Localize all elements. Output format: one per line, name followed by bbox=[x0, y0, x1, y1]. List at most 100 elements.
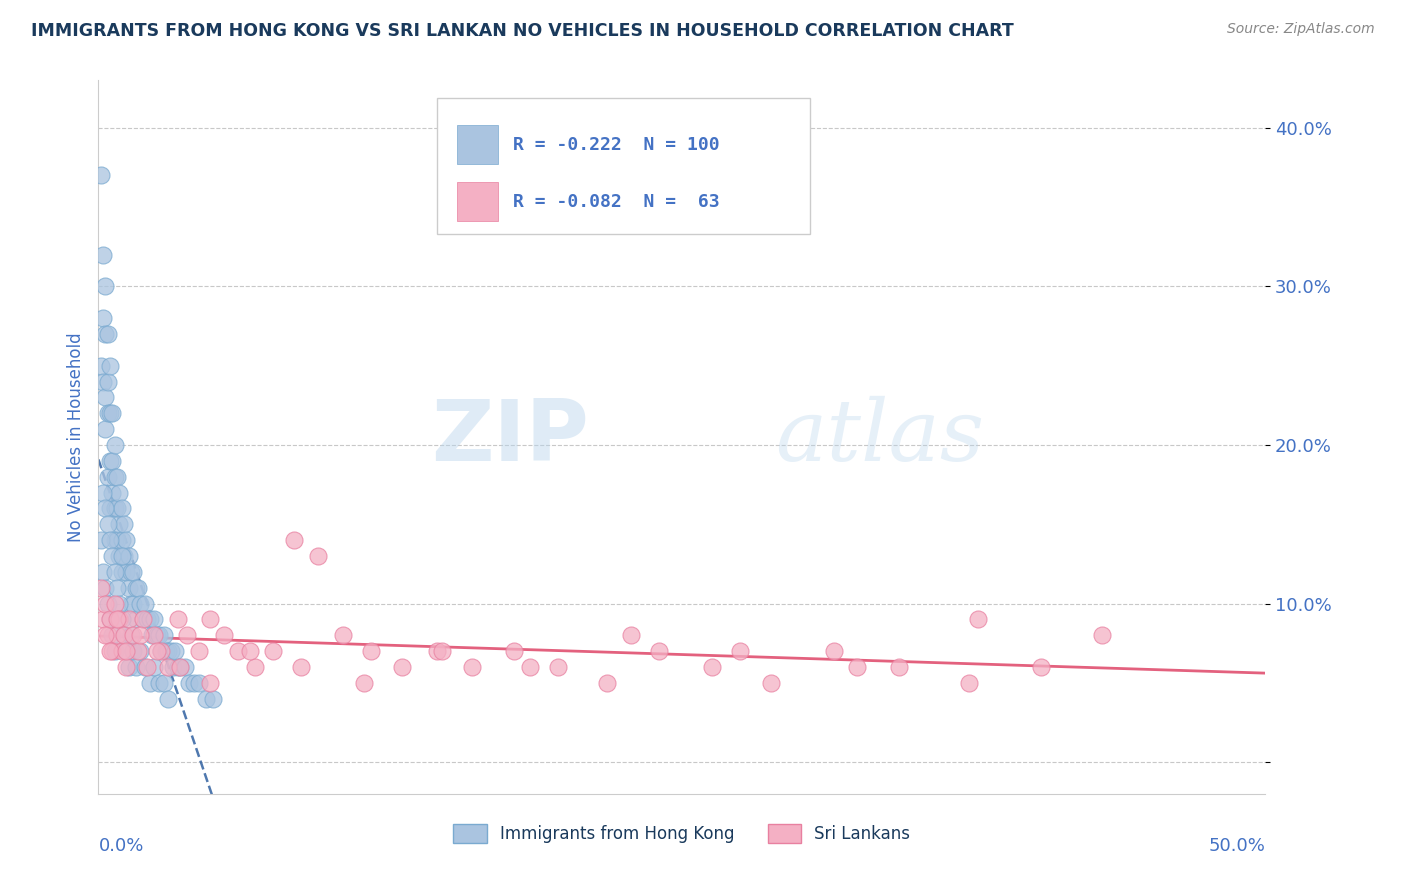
Point bbox=[187, 676, 209, 690]
Point bbox=[239, 644, 262, 658]
Point bbox=[112, 549, 135, 563]
Point bbox=[104, 438, 127, 452]
Point bbox=[157, 644, 180, 658]
Point bbox=[111, 533, 134, 548]
Point bbox=[98, 612, 121, 626]
Point bbox=[97, 406, 120, 420]
Point bbox=[90, 359, 112, 373]
Point bbox=[162, 660, 184, 674]
Point bbox=[105, 501, 128, 516]
Point bbox=[118, 660, 141, 674]
Point bbox=[97, 469, 120, 483]
Point bbox=[243, 660, 266, 674]
Point bbox=[101, 485, 124, 500]
Point bbox=[98, 501, 121, 516]
Point bbox=[94, 279, 117, 293]
Point bbox=[111, 565, 134, 579]
Point bbox=[426, 644, 449, 658]
Point bbox=[159, 644, 181, 658]
Point bbox=[141, 628, 163, 642]
Text: IMMIGRANTS FROM HONG KONG VS SRI LANKAN NO VEHICLES IN HOUSEHOLD CORRELATION CHA: IMMIGRANTS FROM HONG KONG VS SRI LANKAN … bbox=[31, 22, 1014, 40]
Point bbox=[647, 644, 669, 658]
Point bbox=[97, 517, 120, 532]
Point bbox=[887, 660, 910, 674]
Point bbox=[108, 612, 131, 626]
Point bbox=[97, 375, 120, 389]
Point bbox=[98, 454, 121, 468]
Point bbox=[150, 644, 173, 658]
Point bbox=[115, 565, 138, 579]
Point bbox=[98, 644, 121, 658]
Point bbox=[214, 628, 236, 642]
Point bbox=[90, 581, 112, 595]
Point bbox=[132, 612, 155, 626]
Point bbox=[97, 628, 120, 642]
Point bbox=[118, 549, 141, 563]
Point bbox=[104, 565, 127, 579]
Bar bbox=[457, 182, 498, 221]
Point bbox=[108, 597, 131, 611]
Point bbox=[150, 644, 173, 658]
Point bbox=[332, 628, 354, 642]
Point bbox=[91, 485, 114, 500]
Point bbox=[111, 501, 134, 516]
Bar bbox=[457, 125, 498, 164]
Point bbox=[146, 628, 169, 642]
Point bbox=[353, 676, 375, 690]
Point bbox=[183, 676, 205, 690]
Point bbox=[169, 660, 191, 674]
FancyBboxPatch shape bbox=[437, 98, 810, 234]
Point bbox=[1031, 660, 1053, 674]
Point bbox=[101, 549, 124, 563]
Point bbox=[187, 644, 209, 658]
Point bbox=[194, 691, 217, 706]
Point bbox=[307, 549, 329, 563]
Point bbox=[129, 597, 152, 611]
Point bbox=[129, 628, 152, 642]
Point bbox=[179, 676, 201, 690]
Point bbox=[125, 660, 148, 674]
Point bbox=[134, 597, 156, 611]
Point bbox=[157, 691, 180, 706]
Point bbox=[115, 660, 138, 674]
Point bbox=[823, 644, 845, 658]
Point bbox=[143, 660, 166, 674]
Point bbox=[98, 406, 121, 420]
Point bbox=[173, 660, 195, 674]
Point bbox=[391, 660, 413, 674]
Text: 50.0%: 50.0% bbox=[1209, 837, 1265, 855]
Point bbox=[120, 628, 142, 642]
Point bbox=[166, 612, 188, 626]
Point bbox=[127, 581, 149, 595]
Point bbox=[94, 597, 117, 611]
Point bbox=[101, 406, 124, 420]
Point bbox=[125, 581, 148, 595]
Point bbox=[108, 517, 131, 532]
Point bbox=[846, 660, 869, 674]
Point bbox=[118, 612, 141, 626]
Point bbox=[176, 628, 198, 642]
Point bbox=[129, 644, 152, 658]
Point bbox=[104, 597, 127, 611]
Point bbox=[200, 676, 222, 690]
Point bbox=[152, 628, 174, 642]
Point bbox=[90, 169, 112, 183]
Point bbox=[115, 533, 138, 548]
Text: atlas: atlas bbox=[775, 396, 984, 478]
Point bbox=[101, 644, 124, 658]
Text: Source: ZipAtlas.com: Source: ZipAtlas.com bbox=[1227, 22, 1375, 37]
Point bbox=[134, 660, 156, 674]
Point bbox=[502, 644, 524, 658]
Point bbox=[112, 517, 135, 532]
Point bbox=[105, 469, 128, 483]
Point bbox=[91, 311, 114, 326]
Point bbox=[967, 612, 990, 626]
Point bbox=[430, 644, 453, 658]
Point bbox=[97, 326, 120, 341]
Point bbox=[115, 644, 138, 658]
Point bbox=[759, 676, 782, 690]
Point bbox=[122, 628, 145, 642]
Text: R = -0.222  N = 100: R = -0.222 N = 100 bbox=[513, 136, 720, 153]
Point bbox=[139, 612, 162, 626]
Point bbox=[111, 644, 134, 658]
